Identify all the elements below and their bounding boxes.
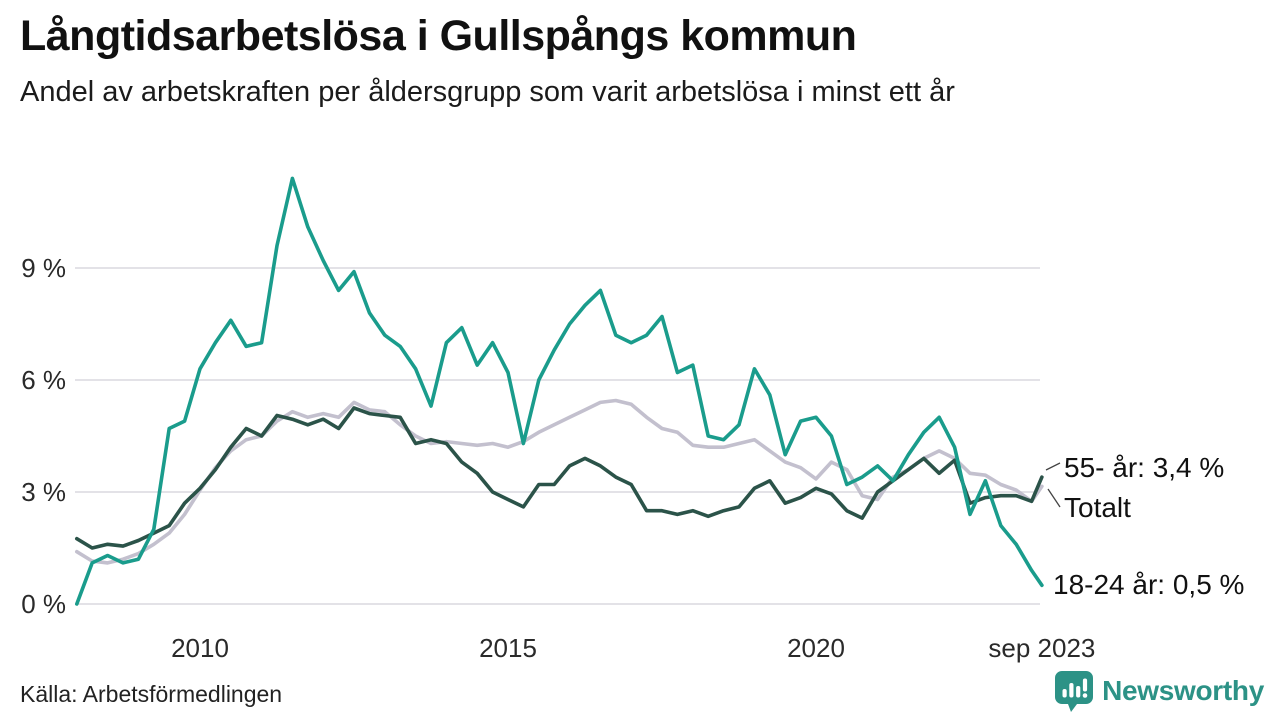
series-totalt	[75, 398, 1044, 565]
footer: Källa: Arbetsförmedlingen Newsworthy	[0, 668, 1280, 712]
page-title: Långtidsarbetslösa i Gullspångs kommun	[20, 12, 857, 60]
leader-line	[1047, 488, 1061, 508]
header: Långtidsarbetslösa i Gullspångs kommun A…	[20, 0, 1270, 110]
x-tick-label: 2010	[171, 633, 229, 663]
annotation-label: 55- år: 3,4 %	[1064, 452, 1224, 483]
annotation-label: 18-24 år: 0,5 %	[1053, 569, 1244, 600]
series-18-24	[75, 176, 1044, 606]
brand-name: Newsworthy	[1102, 675, 1264, 706]
source-text: Källa: Arbetsförmedlingen	[20, 681, 283, 707]
y-tick-label: 3 %	[21, 477, 66, 507]
x-tick-label: sep 2023	[988, 633, 1095, 663]
leader-line	[1045, 462, 1061, 471]
series-55-plus	[75, 406, 1044, 550]
y-tick-label: 6 %	[21, 365, 66, 395]
x-tick-label: 2015	[479, 633, 537, 663]
y-tick-label: 0 %	[21, 589, 66, 619]
annotation-label: Totalt	[1064, 492, 1131, 523]
y-tick-label: 9 %	[21, 253, 66, 283]
x-tick-label: 2020	[787, 633, 845, 663]
newsworthy-logo: Newsworthy	[1054, 670, 1264, 712]
page-subtitle: Andel av arbetskraften per åldersgrupp s…	[20, 76, 955, 109]
newsworthy-logo-icon	[1054, 670, 1094, 712]
